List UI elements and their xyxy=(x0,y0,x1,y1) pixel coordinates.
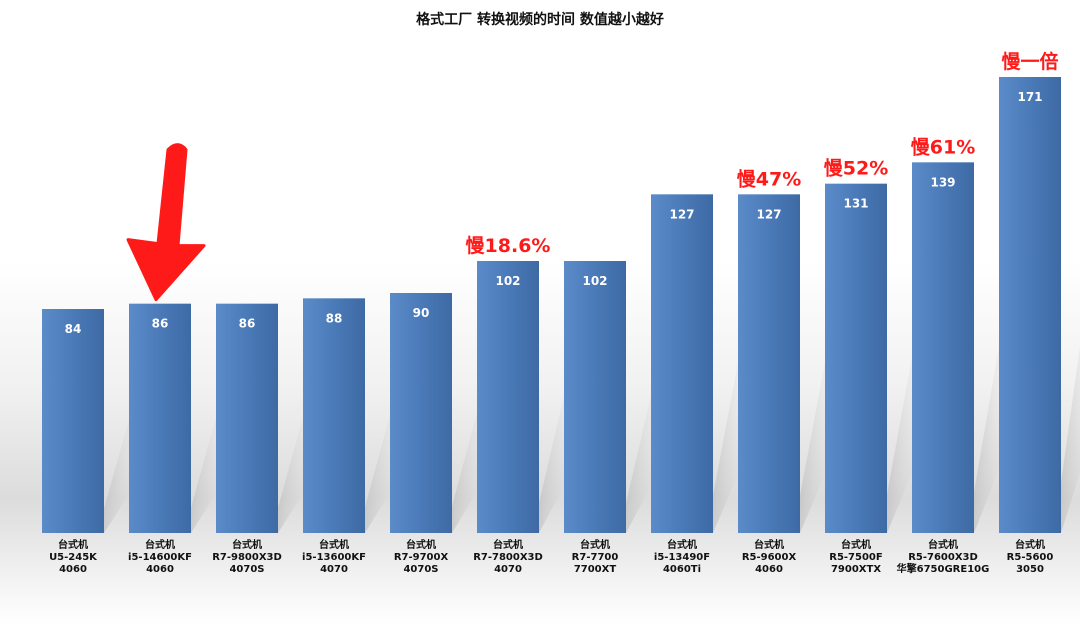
value-label: 88 xyxy=(326,311,343,325)
value-label: 102 xyxy=(582,274,607,288)
bar-shadow xyxy=(278,406,306,533)
bar-shadow xyxy=(626,383,654,533)
category-label: R7-9800X3D xyxy=(212,552,282,563)
value-label: 127 xyxy=(669,207,694,221)
category-label: 4060 xyxy=(59,564,87,575)
category-label: 7900XTX xyxy=(831,564,881,575)
value-label: 102 xyxy=(495,274,520,288)
bar-shadow xyxy=(1061,346,1080,533)
bar-shadow xyxy=(713,346,741,533)
bar xyxy=(564,261,626,533)
category-label: 4070S xyxy=(229,564,264,575)
red-arrow-icon xyxy=(126,143,206,302)
bar xyxy=(651,194,713,534)
annotation-label: 慢47% xyxy=(737,167,801,190)
category-label: 台式机 xyxy=(319,538,349,551)
bar-shadow xyxy=(365,403,393,533)
bar-shadow xyxy=(800,346,828,533)
category-label: 台式机 xyxy=(493,538,523,551)
category-label: 3050 xyxy=(1016,564,1044,575)
category-label: i5-13600KF xyxy=(302,552,366,563)
category-label: 台式机 xyxy=(841,538,871,551)
bar-shadow xyxy=(452,401,480,533)
category-label: R7-7700 xyxy=(572,552,619,563)
category-label: R7-7800X3D xyxy=(473,552,543,563)
bar-shadow xyxy=(191,406,219,533)
category-label: 台式机 xyxy=(667,538,697,551)
bar xyxy=(912,162,974,534)
category-label: 台式机 xyxy=(928,538,958,551)
bar xyxy=(738,194,800,534)
category-label: 台式机 xyxy=(145,538,175,551)
category-label: i5-14600KF xyxy=(128,552,192,563)
category-label: 台式机 xyxy=(58,538,88,551)
value-label: 86 xyxy=(152,317,169,331)
category-label: 4070 xyxy=(320,564,348,575)
value-label: 131 xyxy=(843,197,868,211)
bar xyxy=(390,293,452,533)
category-label: i5-13490F xyxy=(654,552,710,563)
bar xyxy=(999,77,1061,533)
bar xyxy=(825,183,887,533)
category-label: 4070 xyxy=(494,564,522,575)
category-label: 台式机 xyxy=(406,538,436,551)
category-label: 台式机 xyxy=(754,538,784,551)
category-label: U5-245K xyxy=(49,552,98,563)
bar xyxy=(129,303,191,533)
category-label: 华擎6750GRE10G xyxy=(897,562,990,575)
category-label: 4060 xyxy=(146,564,174,575)
bar-shadow xyxy=(887,340,915,533)
category-label: R5-7500F xyxy=(829,552,882,563)
value-label: 90 xyxy=(413,306,430,320)
annotation-label: 慢61% xyxy=(911,135,975,158)
bar-shadow xyxy=(539,383,567,533)
value-label: 86 xyxy=(239,317,256,331)
category-label: 4060 xyxy=(755,564,783,575)
bar xyxy=(477,261,539,533)
bar xyxy=(216,303,278,533)
value-label: 139 xyxy=(930,175,955,189)
bar-shadow xyxy=(974,329,1002,533)
category-label: R5-9600X xyxy=(742,552,797,563)
category-label: R7-9700X xyxy=(394,552,449,563)
category-label: R5-5600 xyxy=(1007,552,1054,563)
category-label: 4070S xyxy=(403,564,438,575)
annotation-label: 慢52% xyxy=(824,157,888,180)
value-label: 127 xyxy=(756,207,781,221)
bar xyxy=(303,298,365,533)
value-label: 84 xyxy=(65,322,82,336)
chart-title: 格式工厂 转换视频的时间 数值越小越好 xyxy=(416,12,664,28)
category-label: 7700XT xyxy=(574,564,617,575)
category-label: 台式机 xyxy=(232,538,262,551)
value-label: 171 xyxy=(1017,90,1042,104)
category-label: 台式机 xyxy=(580,538,610,551)
annotation-label: 慢一倍 xyxy=(1001,50,1058,73)
category-label: 台式机 xyxy=(1015,538,1045,551)
bar-shadow xyxy=(104,409,132,533)
annotation-label: 慢18.6% xyxy=(466,234,551,257)
category-label: R5-7600X3D xyxy=(908,552,978,563)
category-label: 4060Ti xyxy=(663,564,701,575)
bar xyxy=(42,309,104,533)
